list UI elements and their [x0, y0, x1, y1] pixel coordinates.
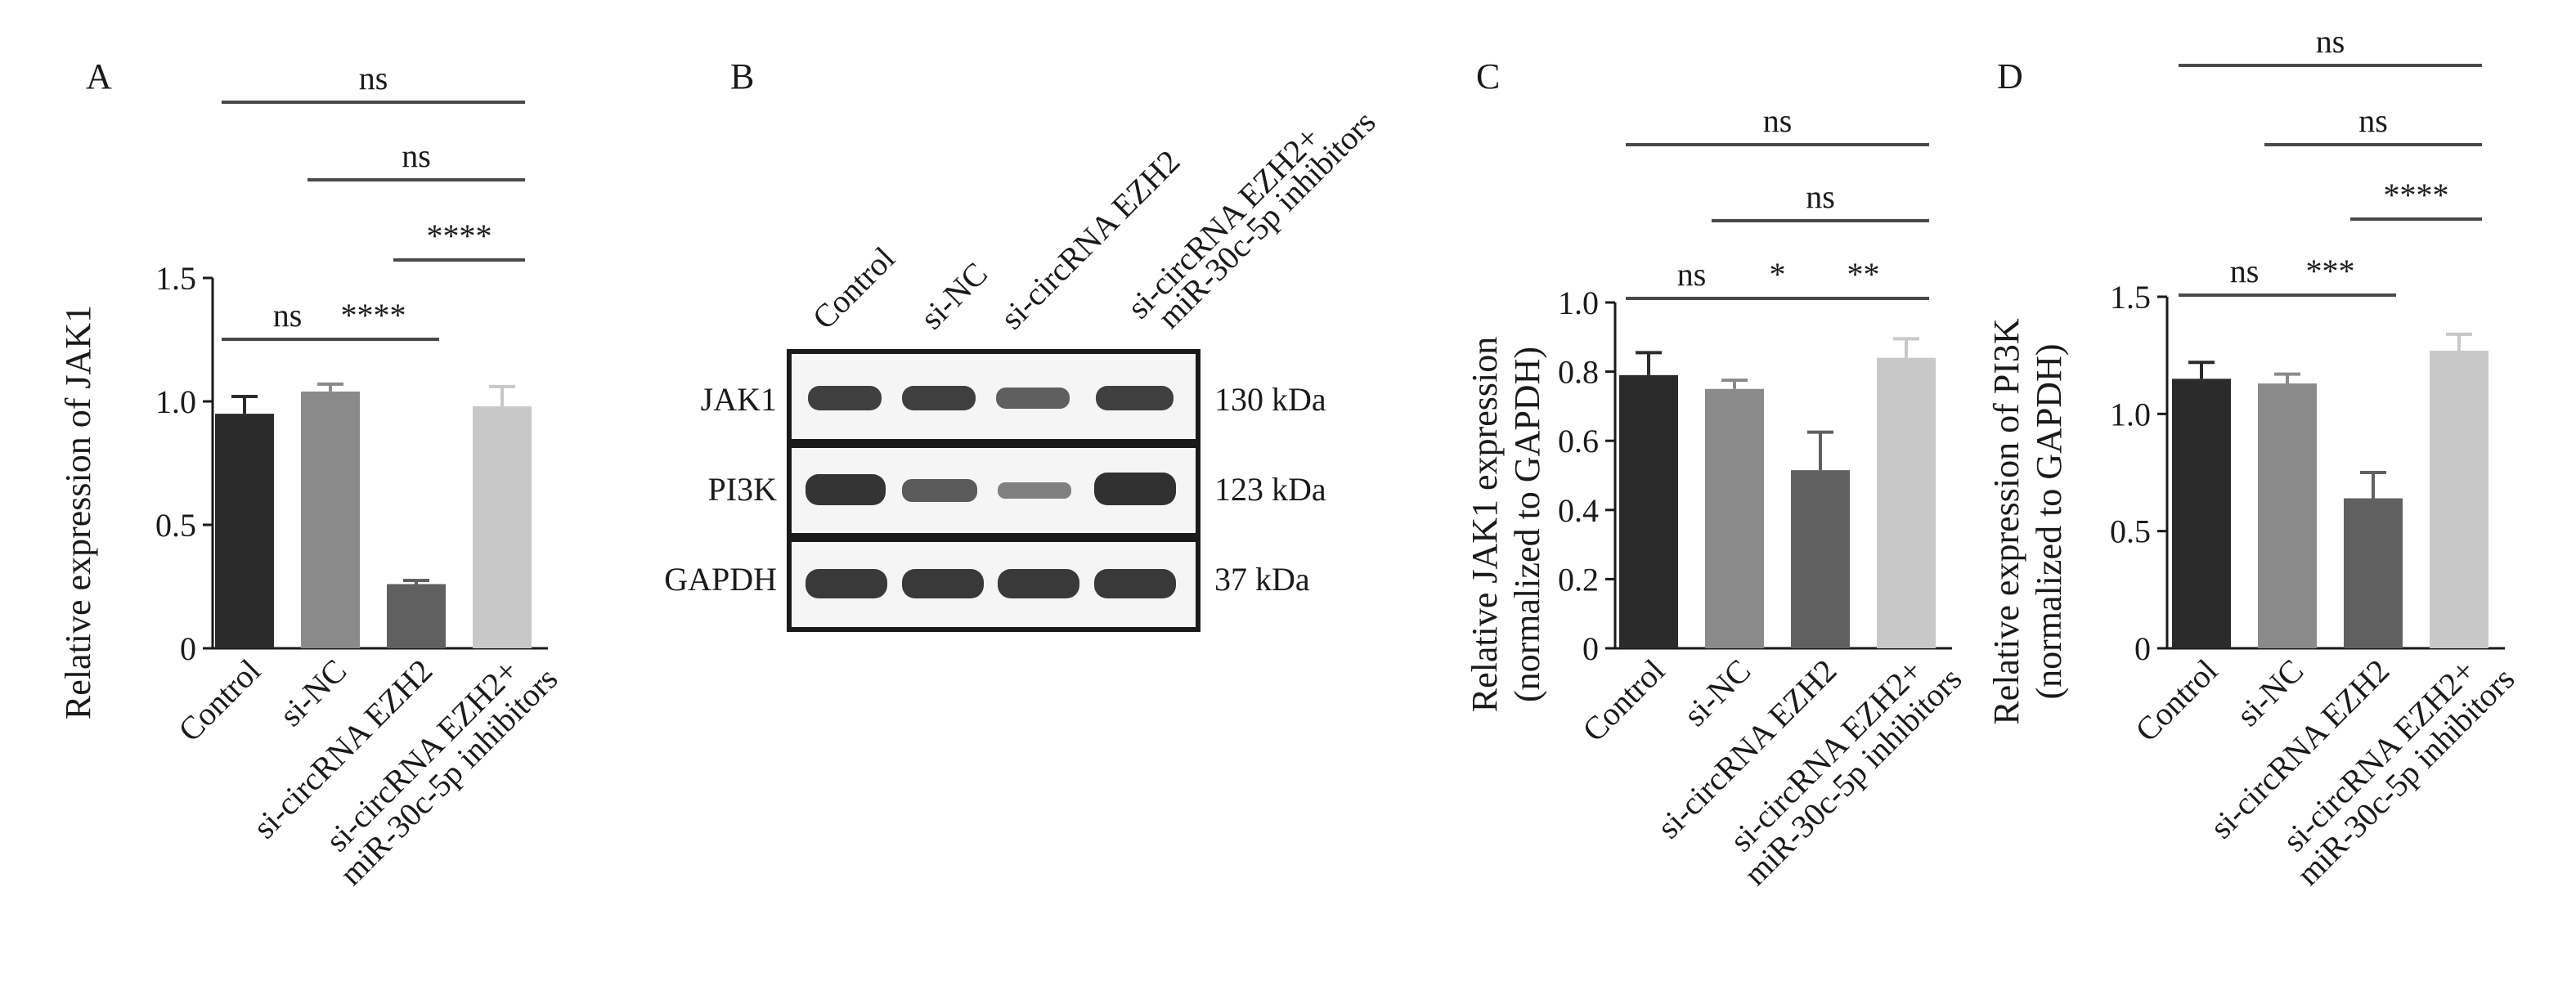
y-tick-label: 1.0	[1558, 284, 1599, 321]
significance-label: ns	[2230, 253, 2260, 289]
significance-label: ns	[2316, 23, 2345, 60]
blot-band-gapdh-lane4	[1094, 569, 1176, 598]
chart-d: 0 0.5 1.0 1.5 Relative expression of PI3K (no…	[1986, 23, 2521, 893]
blot-band-jak1-lane2	[902, 386, 976, 410]
bar	[1877, 357, 1936, 648]
x-tick-label: si-NC	[1676, 652, 1757, 733]
significance-label: ns	[359, 60, 388, 96]
significance-label: ****	[427, 217, 492, 254]
blot-band-gapdh-lane2	[902, 569, 984, 598]
bar	[301, 391, 360, 648]
bar	[2344, 498, 2403, 648]
x-tick-label: miR-30c-5p inhibitors	[332, 661, 564, 893]
y-axis-label: (normalized to GAPDH)	[2029, 343, 2069, 699]
panel-letter-d: D	[1997, 56, 2023, 96]
y-tick-label: 0	[1582, 630, 1599, 667]
significance-label: ns	[1677, 256, 1707, 293]
blot-lane-label-combo-line1: si-circRNA EZH2+	[1120, 119, 1327, 326]
bar	[1619, 374, 1678, 648]
significance-label: ns	[2358, 102, 2388, 139]
significance-label: ns	[1763, 102, 1793, 139]
significance-label: ns	[1806, 178, 1835, 215]
y-axis-label: Relative expression of JAK1	[58, 305, 98, 719]
significance-label: ns	[402, 137, 431, 174]
blot-size-label-jak1: 130 kDa	[1214, 381, 1326, 418]
y-tick-label: 1.5	[2110, 279, 2151, 316]
blot-lane-label-combo-line2: miR-30c-5p inhibitors	[1151, 103, 1383, 335]
bar	[387, 584, 446, 648]
panel-letter-b: B	[730, 56, 754, 96]
y-tick-label: 0.5	[2110, 513, 2151, 550]
blot-band-jak1-lane3	[996, 388, 1070, 409]
significance-label: ****	[2384, 177, 2449, 213]
y-axis-label: (normalized to GAPDH)	[1507, 347, 1547, 702]
y-tick-label: 0.2	[1558, 561, 1599, 598]
y-axis-label: Relative expression of PI3K	[1986, 318, 2026, 725]
blot-protein-label-jak1: JAK1	[701, 381, 777, 418]
blot-band-pi3k-lane1	[806, 474, 886, 505]
blot-lane-label-control: Control	[806, 240, 902, 336]
x-tick-label: si-NC	[272, 652, 353, 733]
chart-c: 0 0.2 0.4 0.6 0.8 1.0 Relative JAK1 expression…	[1465, 102, 1968, 893]
x-tick-label: miR-30c-5p inhibitors	[2289, 661, 2521, 893]
blot-band-gapdh-lane3	[998, 569, 1079, 598]
x-tick-label: si-NC	[2229, 652, 2310, 733]
blot-row-gapdh: GAPDH 37 kDa	[664, 537, 1310, 632]
blot-band-jak1-lane1	[808, 386, 882, 410]
x-tick-label: miR-30c-5p inhibitors	[1736, 661, 1968, 893]
significance-label: *	[1770, 256, 1786, 293]
y-tick-label: 1.0	[2110, 396, 2151, 432]
y-tick-label: 1.5	[155, 260, 196, 297]
y-tick-label: 0	[2134, 630, 2151, 667]
significance-label: ***	[2306, 253, 2355, 289]
y-tick-label: 0.6	[1558, 423, 1599, 459]
western-blot-panel: Control si-NC si-circRNA EZH2 si-circRNA…	[664, 103, 1383, 632]
blot-band-pi3k-lane3	[998, 482, 1071, 499]
bar	[215, 414, 274, 648]
significance-label: ****	[341, 297, 406, 334]
blot-row-jak1: JAK1 130 kDa	[701, 349, 1326, 444]
y-tick-label: 1.0	[155, 383, 196, 420]
panel-letter-c: C	[1476, 56, 1500, 96]
bar	[2430, 350, 2488, 648]
y-tick-label: 0	[180, 630, 196, 667]
blot-band-gapdh-lane1	[806, 569, 887, 598]
blot-row-pi3k: PI3K 123 kDa	[708, 443, 1326, 538]
y-tick-label: 0.4	[1558, 492, 1599, 529]
bar	[1791, 470, 1850, 648]
bar	[2258, 383, 2317, 648]
blot-band-pi3k-lane2	[902, 479, 977, 502]
significance-label: **	[1847, 256, 1880, 293]
y-tick-label: 0.5	[155, 507, 196, 544]
blot-lane-label-si-nc: si-NC	[913, 255, 994, 336]
blot-protein-label-gapdh: GAPDH	[664, 561, 777, 598]
bar	[473, 406, 532, 648]
y-tick-label: 0.8	[1558, 354, 1599, 391]
blot-band-jak1-lane4	[1096, 386, 1174, 410]
y-axis-label: Relative JAK1 expression	[1465, 337, 1505, 712]
panel-letter-a: A	[86, 56, 112, 96]
blot-size-label-gapdh: 37 kDa	[1214, 561, 1310, 598]
blot-size-label-pi3k: 123 kDa	[1214, 471, 1326, 508]
blot-protein-label-pi3k: PI3K	[708, 471, 778, 508]
significance-label: ns	[273, 297, 303, 334]
bar	[2172, 379, 2231, 648]
bar	[1705, 388, 1764, 648]
blot-band-pi3k-lane4	[1094, 473, 1176, 505]
